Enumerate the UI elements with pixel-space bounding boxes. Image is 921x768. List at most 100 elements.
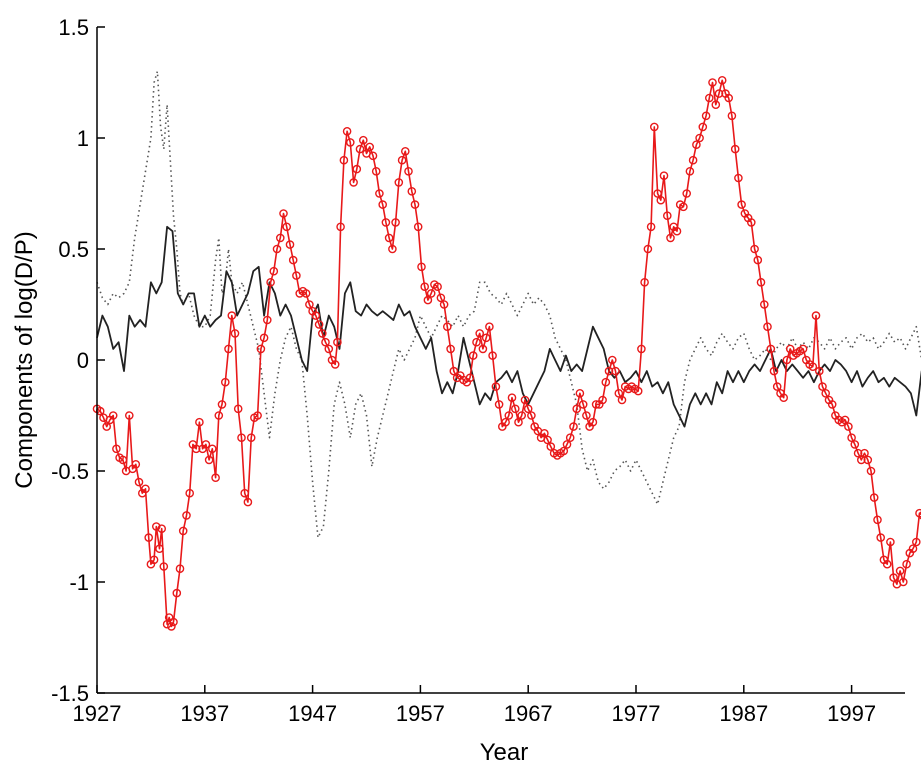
- data-point-marker: [760, 300, 769, 309]
- data-point-marker: [182, 511, 191, 520]
- data-point-marker: [272, 244, 282, 254]
- data-point-marker: [102, 422, 111, 431]
- data-point-marker: [178, 526, 188, 536]
- data-point-marker: [157, 524, 166, 534]
- data-point-marker: [565, 433, 575, 443]
- data-point-marker: [753, 255, 763, 265]
- data-point-marker: [141, 484, 150, 494]
- data-point-marker: [666, 233, 675, 243]
- data-point-marker: [747, 218, 756, 227]
- data-point-marker: [391, 218, 400, 227]
- data-point-marker: [730, 144, 740, 154]
- data-point-marker: [491, 382, 501, 391]
- data-point-marker: [588, 417, 598, 427]
- data-point-marker: [292, 271, 301, 280]
- data-point-marker: [766, 344, 776, 354]
- data-point-marker: [708, 78, 717, 87]
- data-point-marker: [449, 366, 459, 376]
- data-point-marker: [214, 411, 224, 420]
- data-point-marker: [646, 222, 656, 232]
- data-point-marker: [237, 433, 246, 443]
- data-point-marker: [285, 240, 295, 249]
- data-point-marker: [540, 428, 549, 438]
- data-point-marker: [546, 442, 556, 451]
- data-point-marker: [682, 189, 692, 198]
- data-point-marker: [311, 311, 321, 320]
- data-point-marker: [698, 122, 708, 132]
- data-point-marker: [889, 573, 898, 582]
- data-point-marker: [640, 277, 649, 287]
- data-point-marker: [653, 189, 662, 198]
- data-point-marker: [262, 315, 272, 325]
- data-point-marker: [772, 382, 782, 391]
- data-point-marker: [737, 200, 746, 209]
- data-point-marker: [650, 122, 659, 132]
- data-point-marker: [769, 366, 779, 376]
- data-point-marker: [442, 322, 452, 332]
- data-point-marker: [288, 255, 298, 265]
- y-tick-label: 0.5: [58, 237, 89, 262]
- data-point-marker: [488, 351, 497, 360]
- data-point-marker: [591, 400, 601, 409]
- data-point-marker: [358, 135, 368, 145]
- data-point-marker: [886, 537, 895, 547]
- data-point-marker: [520, 395, 530, 405]
- data-point-marker: [371, 166, 381, 176]
- data-point-marker: [342, 127, 352, 136]
- data-point-marker: [446, 344, 455, 354]
- data-point-marker: [679, 202, 688, 212]
- data-point-marker: [321, 337, 330, 347]
- data-point-marker: [507, 393, 517, 403]
- data-point-marker: [633, 386, 643, 396]
- data-point-marker: [918, 511, 921, 520]
- data-point-marker: [734, 173, 743, 183]
- data-point-marker: [195, 417, 204, 427]
- data-point-marker: [413, 222, 423, 232]
- data-point-marker: [578, 400, 588, 409]
- data-point-marker: [275, 233, 285, 243]
- data-point-marker: [230, 329, 240, 338]
- data-point-marker: [256, 344, 266, 354]
- data-point-marker: [756, 277, 766, 287]
- data-point-marker: [164, 613, 174, 622]
- data-point-marker: [598, 395, 607, 405]
- data-point-marker: [345, 138, 355, 147]
- data-point-marker: [827, 400, 837, 409]
- data-point-marker: [112, 444, 121, 454]
- data-point-marker: [475, 329, 485, 338]
- data-point-marker: [384, 233, 394, 243]
- data-point-marker: [582, 411, 591, 420]
- data-point-marker: [400, 146, 410, 156]
- data-point-marker: [317, 329, 327, 338]
- data-point-marker: [840, 415, 850, 425]
- data-point-marker: [685, 166, 695, 176]
- data-point-marker: [523, 404, 533, 414]
- data-point-marker: [220, 377, 230, 387]
- y-axis-label: Components of log(D/P): [11, 231, 38, 488]
- data-point-marker: [211, 473, 220, 483]
- data-point-marker: [617, 395, 627, 405]
- series-line-solid: [96, 225, 921, 428]
- plot-series: [92, 70, 921, 631]
- data-point-marker: [485, 322, 494, 332]
- data-point-marker: [494, 400, 504, 409]
- data-point-marker: [559, 446, 569, 456]
- data-point-marker: [426, 289, 436, 298]
- data-point-marker: [659, 171, 669, 180]
- data-point-marker: [663, 211, 672, 220]
- data-point-marker: [375, 189, 384, 198]
- data-point-marker: [714, 89, 724, 98]
- data-point-marker: [159, 562, 169, 571]
- data-point-marker: [472, 337, 481, 347]
- data-point-marker: [436, 293, 446, 303]
- data-point-marker: [465, 373, 475, 383]
- data-point-marker: [844, 422, 853, 431]
- y-ticks: 1.5 1 0.5 0 -0.5 -1 -1.5: [51, 15, 105, 706]
- data-point-marker: [151, 522, 161, 531]
- data-point-marker: [259, 333, 269, 343]
- data-point-marker: [750, 244, 759, 254]
- x-tick-label: 1947: [288, 701, 337, 726]
- data-point-marker: [240, 488, 249, 498]
- data-point-marker: [569, 422, 578, 431]
